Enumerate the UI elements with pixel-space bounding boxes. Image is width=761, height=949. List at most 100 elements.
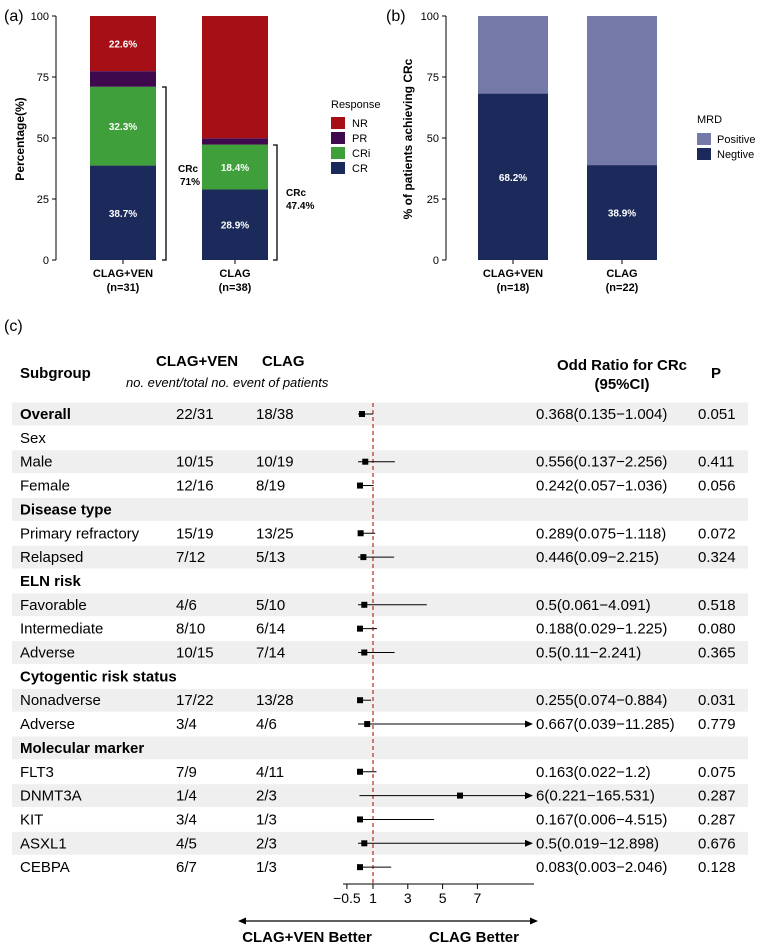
row-p-value: 0.031 (698, 692, 736, 709)
row-stripe (12, 402, 748, 426)
row-or-ci: 0.255(0.074−0.884) (536, 692, 667, 709)
header-p: P (711, 365, 721, 382)
a-bar-2-pr (202, 138, 268, 145)
a-ytick-label-25: 25 (37, 194, 49, 206)
a-ytick-label-50: 50 (37, 133, 49, 145)
panel-c: (c) Subgroup CLAG+VEN CLAG no. event/tot… (4, 318, 748, 946)
row-label-kit: KIT (20, 811, 43, 828)
row-label-adverse: Adverse (20, 716, 75, 733)
a-bar-1-nr (90, 16, 156, 72)
row-clag-count: 2/3 (256, 835, 277, 852)
row-stripe (12, 736, 748, 760)
row-label-disease-type: Disease type (20, 501, 112, 518)
row-label-nonadverse: Nonadverse (20, 692, 101, 709)
row-clag-count: 7/14 (256, 645, 285, 662)
row-p-value: 0.676 (698, 835, 736, 852)
point-estimate-adverse (364, 721, 371, 728)
point-estimate-kit (357, 816, 363, 823)
row-or-ci: 0.667(0.039−11.285) (536, 716, 675, 733)
point-estimate-primary-refractory (357, 530, 364, 537)
row-p-value: 0.051 (698, 406, 736, 423)
row-clag-ven-count: 12/16 (176, 478, 214, 495)
b-bar-2-positive (587, 16, 657, 166)
a-bar-1-nr-label: 22.6% (109, 40, 137, 51)
row-p-value: 0.128 (698, 859, 736, 876)
panel-b-label: (b) (386, 8, 406, 25)
panel-a-ylabel: Percentage(%) (13, 97, 27, 180)
point-estimate-male (362, 458, 369, 465)
row-p-value: 0.287 (698, 788, 736, 805)
a-bar-2-nr (202, 16, 268, 139)
row-clag-count: 6/14 (256, 621, 285, 638)
legend-label-cr: CR (352, 163, 368, 175)
forest-tick-label-2: 3 (404, 890, 412, 906)
row-label-asxl1: ASXL1 (20, 835, 67, 852)
row-or-ci: 0.556(0.137−2.256) (536, 454, 667, 471)
b-ytick-label-0: 0 (433, 255, 439, 267)
row-clag-ven-count: 3/4 (176, 811, 197, 828)
row-clag-count: 4/6 (256, 716, 277, 733)
a-ytick-label-75: 75 (37, 72, 49, 84)
row-clag-count: 8/19 (256, 478, 285, 495)
b-bar-1-positive (478, 16, 548, 94)
legend-swatch-cri (331, 147, 345, 159)
row-clag-ven-count: 4/6 (176, 597, 197, 614)
row-clag-count: 18/38 (256, 406, 294, 423)
row-or-ci: 6(0.221−165.531) (536, 788, 655, 805)
a-ytick-label-0: 0 (43, 255, 49, 267)
legend-label-pr: PR (352, 133, 367, 145)
point-estimate-cebpa (357, 864, 363, 871)
row-clag-count: 10/19 (256, 454, 294, 471)
a-xlabel-n-2: (n=38) (219, 282, 252, 294)
row-or-ci: 0.5(0.11−2.241) (536, 645, 641, 662)
point-estimate-flt3 (357, 768, 363, 775)
row-or-ci: 0.5(0.019−12.898) (536, 835, 659, 852)
row-clag-count: 13/25 (256, 525, 294, 542)
point-estimate-relapsed (360, 554, 367, 561)
row-clag-count: 2/3 (256, 788, 277, 805)
forest-tick-label-3: 5 (439, 890, 447, 906)
row-label-sex: Sex (20, 430, 46, 447)
row-label-eln-risk: ELN risk (20, 573, 82, 590)
legend-label-nr: NR (352, 118, 368, 130)
point-estimate-intermediate (357, 625, 363, 632)
panel-b-legend: MRD Positive Negtive (697, 114, 756, 161)
direction-arrows: CLAG+VEN Better CLAG Better (238, 917, 538, 946)
a-xlabel-2: CLAG (219, 268, 250, 280)
row-clag-ven-count: 7/9 (176, 764, 197, 781)
forest-x-axis: −0.5 1 3 5 7 (333, 883, 534, 906)
point-estimate-asxl1 (361, 840, 368, 847)
row-or-ci: 0.5(0.061−4.091) (536, 597, 651, 614)
legend-swatch-cr (331, 162, 345, 174)
row-clag-ven-count: 10/15 (176, 454, 214, 471)
row-p-value: 0.072 (698, 525, 736, 542)
b-ytick-label-75: 75 (427, 72, 439, 84)
row-stripe (12, 688, 748, 712)
crc-label-1-line1: CRc (178, 164, 198, 175)
legend-swatch-nr (331, 117, 345, 129)
row-label-dnmt3a: DNMT3A (20, 788, 82, 805)
left-arrow-label: CLAG+VEN Better (242, 929, 372, 944)
header-subheader: no. event/total no. event of patients (126, 375, 329, 390)
panel-a-label: (a) (4, 8, 24, 25)
row-clag-ven-count: 17/22 (176, 692, 214, 709)
b-ytick-label-100: 100 (421, 11, 439, 23)
row-p-value: 0.365 (698, 645, 736, 662)
row-p-value: 0.411 (698, 454, 734, 471)
row-clag-count: 4/11 (256, 764, 284, 781)
header-or-line1: Odd Ratio for CRc (557, 357, 687, 374)
row-clag-ven-count: 3/4 (176, 716, 197, 733)
b-xlabel-1: CLAG+VEN (483, 268, 543, 280)
row-or-ci: 0.188(0.029−1.225) (536, 621, 667, 638)
row-label-male: Male (20, 454, 53, 471)
panel-a: (a) Percentage(%) 0 25 50 75 100 38.7% 32.3% 2… (4, 8, 381, 294)
crc-label-2-line2: 47.4% (286, 201, 314, 212)
row-p-value: 0.518 (698, 597, 736, 614)
row-label-overall: Overall (20, 406, 71, 423)
row-label-primary-refractory: Primary refractory (20, 525, 140, 542)
row-clag-count: 1/3 (256, 811, 277, 828)
b-bar-2-negtive-label: 38.9% (608, 209, 636, 220)
point-estimate-nonadverse (357, 697, 364, 704)
a-bar-2-cr-label: 28.9% (221, 221, 249, 232)
row-label-cytogentic-risk-status: Cytogentic risk status (20, 668, 177, 685)
